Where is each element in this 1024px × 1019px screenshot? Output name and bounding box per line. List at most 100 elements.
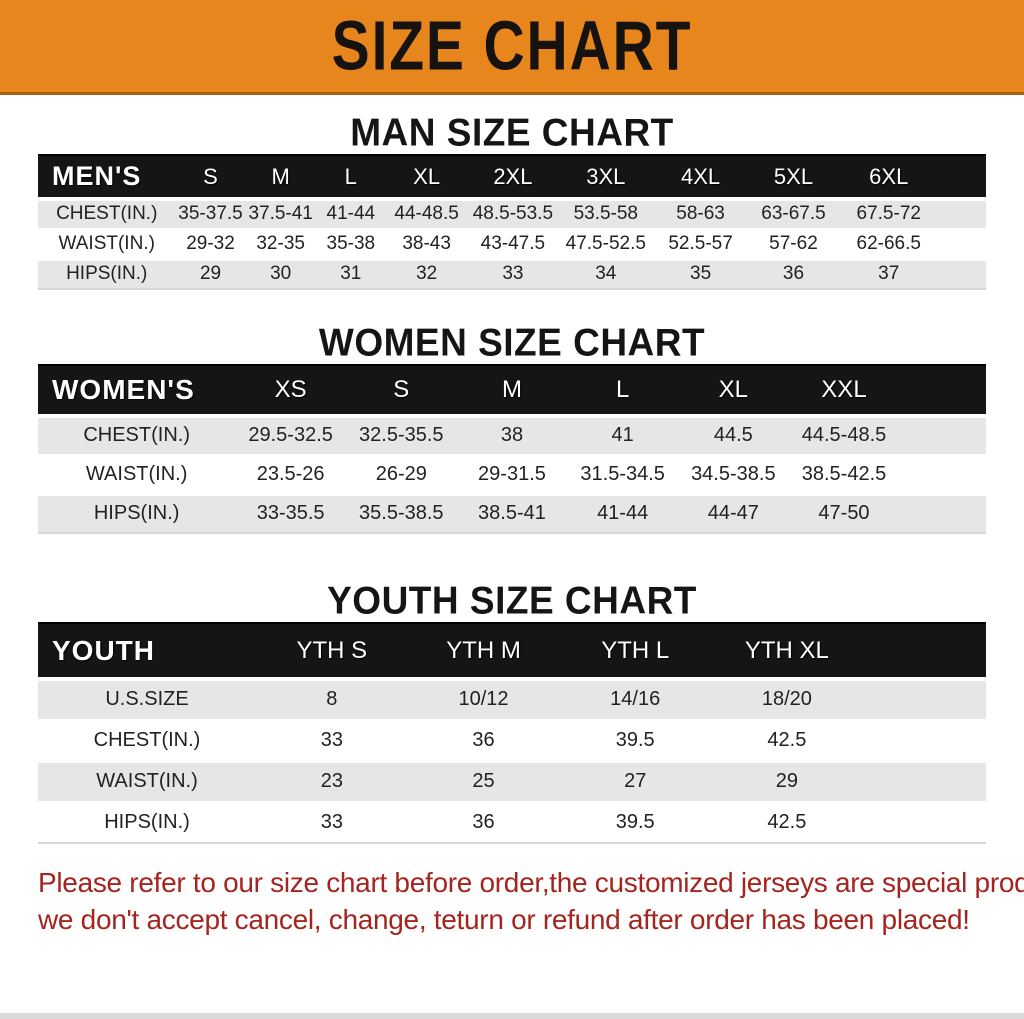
size-value-cell: 38.5-42.5 [788, 455, 900, 496]
table-header-row: YOUTH YTH S YTH M YTH L YTH XL [38, 622, 986, 681]
size-column-header: 2XL [467, 154, 559, 201]
row-label-cell: CHEST(IN.) [38, 199, 176, 231]
size-value-cell: 29 [711, 761, 863, 804]
size-column-header: L [315, 154, 386, 201]
size-value-cell: 14/16 [559, 679, 712, 722]
size-value-cell: 26-29 [345, 455, 457, 496]
table-row: WAIST(IN.) 29-32 32-35 35-38 38-43 43-47.5 47.… [38, 229, 986, 261]
size-value-cell: 38.5-41 [456, 494, 568, 534]
size-value-cell: 29-31.5 [456, 455, 568, 496]
size-value-cell: 48.5-53.5 [467, 199, 559, 231]
size-column-header: S [175, 154, 246, 201]
size-column-header: XXL [788, 364, 900, 418]
disclaimer-line-1: Please refer to our size chart before or… [38, 867, 1024, 898]
size-chart-banner: SIZE CHART [0, 0, 1024, 95]
size-value-cell: 67.5-72 [838, 199, 939, 231]
table-title-cell: YOUTH [38, 622, 257, 681]
women-size-table: WOMEN'S XS S M L XL XXL CHEST(IN.) 29.5-32.5 32.5… [38, 364, 986, 534]
disclaimer-line-2: we don't accept cancel, change, teturn o… [38, 904, 970, 935]
size-value-cell: 41-44 [567, 494, 678, 534]
size-value-cell: 32.5-35.5 [345, 416, 457, 457]
spacer-cell [862, 720, 986, 763]
spacer-cell [899, 416, 986, 457]
size-value-cell: 58-63 [653, 199, 748, 231]
size-value-cell: 35-38 [315, 229, 386, 261]
size-value-cell: 10/12 [407, 679, 560, 722]
row-label-cell: WAIST(IN.) [38, 455, 236, 496]
size-value-cell: 23 [256, 761, 408, 804]
size-value-cell: 30 [245, 259, 316, 290]
size-value-cell: 29.5-32.5 [235, 416, 346, 457]
size-column-header: 5XL [747, 154, 839, 201]
women-section-heading: WOMEN SIZE CHART [318, 320, 706, 364]
spacer-cell [899, 494, 986, 534]
size-column-header: 3XL [558, 154, 654, 201]
size-column-header: YTH M [407, 622, 560, 681]
table-row: U.S.SIZE 8 10/12 14/16 18/20 [38, 679, 986, 722]
men-size-table: MEN'S S M L XL 2XL 3XL 4XL 5XL 6XL CHEST(IN.) 35-37… [38, 154, 986, 290]
size-column-header: M [245, 154, 316, 201]
size-value-cell: 37 [838, 259, 939, 290]
size-value-cell: 33-35.5 [235, 494, 346, 534]
men-section-heading: MAN SIZE CHART [350, 110, 674, 154]
size-value-cell: 62-66.5 [838, 229, 939, 261]
size-value-cell: 32-35 [245, 229, 316, 261]
size-value-cell: 44.5-48.5 [788, 416, 900, 457]
size-value-cell: 33 [467, 259, 559, 290]
size-value-cell: 18/20 [711, 679, 863, 722]
row-label-cell: CHEST(IN.) [38, 720, 257, 763]
table-header-row: WOMEN'S XS S M L XL XXL [38, 364, 986, 418]
size-value-cell: 39.5 [559, 802, 712, 844]
spacer-cell [938, 259, 986, 290]
spacer-cell [938, 154, 986, 201]
table-row: WAIST(IN.) 23.5-26 26-29 29-31.5 31.5-34.5 34… [38, 455, 986, 496]
size-value-cell: 44-47 [677, 494, 789, 534]
size-value-cell: 42.5 [711, 720, 863, 763]
table-row: WAIST(IN.) 23 25 27 29 [38, 761, 986, 804]
size-value-cell: 23.5-26 [235, 455, 346, 496]
size-value-cell: 25 [407, 761, 560, 804]
size-value-cell: 57-62 [747, 229, 839, 261]
size-value-cell: 31 [315, 259, 386, 290]
size-value-cell: 32 [385, 259, 468, 290]
size-column-header: XL [677, 364, 789, 418]
size-value-cell: 36 [407, 802, 560, 844]
size-value-cell: 29-32 [175, 229, 246, 261]
size-value-cell: 35 [653, 259, 748, 290]
size-value-cell: 47.5-52.5 [558, 229, 654, 261]
size-value-cell: 39.5 [559, 720, 712, 763]
row-label-cell: HIPS(IN.) [38, 494, 236, 534]
size-value-cell: 35-37.5 [175, 199, 246, 231]
size-value-cell: 63-67.5 [747, 199, 839, 231]
row-label-cell: CHEST(IN.) [38, 416, 236, 457]
size-value-cell: 44.5 [677, 416, 789, 457]
size-column-header: YTH L [559, 622, 712, 681]
size-column-header: S [345, 364, 457, 418]
size-value-cell: 47-50 [788, 494, 900, 534]
row-label-cell: HIPS(IN.) [38, 802, 257, 844]
row-label-cell: U.S.SIZE [38, 679, 257, 722]
size-value-cell: 53.5-58 [558, 199, 654, 231]
size-value-cell: 35.5-38.5 [345, 494, 457, 534]
table-title-cell: WOMEN'S [38, 364, 236, 418]
size-column-header: L [567, 364, 678, 418]
row-label-cell: WAIST(IN.) [38, 229, 176, 261]
spacer-cell [862, 679, 986, 722]
size-value-cell: 8 [256, 679, 408, 722]
size-value-cell: 44-48.5 [385, 199, 468, 231]
row-label-cell: WAIST(IN.) [38, 761, 257, 804]
size-value-cell: 52.5-57 [653, 229, 748, 261]
size-value-cell: 36 [407, 720, 560, 763]
size-column-header: 4XL [653, 154, 748, 201]
size-column-header: 6XL [838, 154, 939, 201]
size-value-cell: 41 [567, 416, 678, 457]
size-value-cell: 42.5 [711, 802, 863, 844]
size-column-header: YTH XL [711, 622, 863, 681]
size-value-cell: 34 [558, 259, 654, 290]
spacer-cell [938, 229, 986, 261]
size-column-header: XL [385, 154, 468, 201]
size-value-cell: 33 [256, 720, 408, 763]
size-column-header: M [456, 364, 568, 418]
size-value-cell: 38 [456, 416, 568, 457]
table-row: CHEST(IN.) 29.5-32.5 32.5-35.5 38 41 44.5 44.5… [38, 416, 986, 457]
